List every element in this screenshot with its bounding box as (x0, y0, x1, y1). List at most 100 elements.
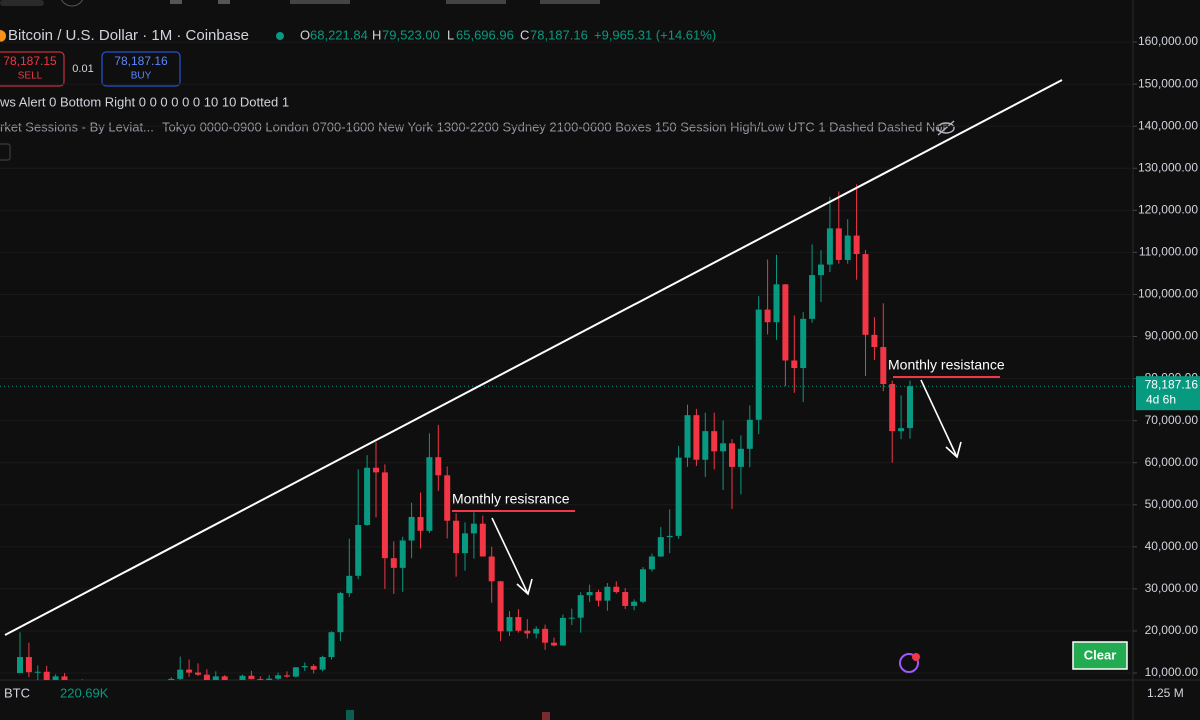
toolbar-button[interactable] (0, 0, 44, 6)
candle-body (497, 581, 504, 632)
candle-body (524, 630, 531, 634)
candle-body (675, 457, 682, 536)
y-tick-label: 90,000.00 (1145, 329, 1199, 343)
annotation-text[interactable]: Monthly resistance (888, 357, 1005, 373)
symbol-icon (0, 30, 6, 42)
toolbar-icon[interactable] (170, 0, 182, 4)
clear-button-box[interactable] (1072, 641, 1128, 670)
buy-button-box[interactable] (101, 51, 181, 87)
candle-body (444, 475, 451, 521)
candle-body (764, 309, 771, 323)
market-status-dot (276, 32, 284, 40)
candle-body (408, 516, 415, 541)
candle-body (195, 672, 201, 675)
candle-body (479, 523, 486, 557)
candle-body (542, 628, 549, 643)
candle-body (275, 675, 282, 679)
candle-body (310, 666, 317, 670)
ohlc-label: O (300, 27, 310, 42)
hide-indicator-icon[interactable] (937, 120, 955, 136)
candle-body (292, 667, 299, 677)
indicator-news-alert[interactable]: ws Alert 0 Bottom Right 0 0 0 0 0 0 10 1… (0, 94, 289, 109)
y-tick-label: 120,000.00 (1138, 202, 1198, 216)
y-tick-label: 160,000.00 (1138, 34, 1198, 48)
toolbar-button[interactable] (290, 0, 350, 4)
candle-body (453, 520, 460, 554)
candle-body (284, 675, 290, 677)
candle-body (417, 516, 424, 531)
candle-body (782, 284, 789, 361)
candle-body (773, 284, 780, 323)
candle-body (604, 586, 611, 601)
toolbar-icon[interactable] (60, 0, 84, 7)
candle-body (399, 540, 406, 568)
trend-line[interactable] (4, 79, 1063, 636)
buy-button[interactable]: 78,187.16 BUY (101, 51, 181, 87)
candle-body (426, 457, 433, 531)
ohlc-value: 78,187.16 (530, 27, 588, 42)
sell-price[interactable]: 78,187.15 (3, 54, 57, 68)
eye-slash[interactable] (937, 120, 955, 136)
arrow-shaft[interactable] (920, 379, 958, 458)
toolbar-button[interactable] (446, 0, 506, 4)
annotation-text[interactable]: Monthly resisrance (452, 491, 570, 507)
y-tick-label: 100,000.00 (1138, 287, 1198, 301)
candle-body (889, 384, 896, 432)
clear-button[interactable]: Clear (1072, 641, 1128, 670)
drawings: Monthly resisrance Monthly resistance (4, 79, 1063, 636)
candle-body (586, 592, 593, 596)
y-tick-label: 40,000.00 (1145, 539, 1199, 553)
arrow-head[interactable] (945, 441, 962, 459)
candle-body (52, 676, 59, 680)
candle-body (17, 657, 23, 674)
candle-body (168, 678, 175, 680)
candle-body (631, 601, 638, 606)
candle-body (737, 448, 744, 467)
y-tick-label: 70,000.00 (1145, 413, 1199, 427)
candle-body (435, 457, 442, 476)
clear-button-label[interactable]: Clear (1084, 647, 1117, 662)
candle-body (880, 347, 887, 385)
volume-value: 220.69K (60, 685, 109, 700)
assistant-icon-badge[interactable] (912, 653, 920, 661)
candle-body (853, 235, 860, 255)
volume-bar-partial (542, 712, 550, 720)
candle-body (248, 675, 255, 680)
candle-body (177, 669, 184, 679)
candle-body (862, 254, 869, 335)
indicator-sessions-name[interactable]: rket Sessions - By Leviat... (0, 119, 154, 134)
ohlc-value: 68,221.84 (310, 27, 368, 42)
candle-body (568, 617, 575, 619)
candle-body (373, 467, 379, 473)
arrow-head[interactable] (516, 578, 533, 596)
candle-body (640, 569, 646, 602)
sell-label[interactable]: SELL (18, 71, 43, 82)
candle-body (462, 533, 468, 554)
assistant-icon[interactable] (899, 653, 920, 673)
candle-body (657, 537, 664, 557)
candle-body (702, 431, 709, 460)
eye-icon[interactable] (937, 122, 955, 134)
symbol-title[interactable]: Bitcoin / U.S. Dollar · 1M · Coinbase (8, 27, 249, 44)
buy-label[interactable]: BUY (131, 71, 152, 82)
toolbar-button[interactable] (540, 0, 600, 4)
candle-body (826, 228, 833, 265)
toolbar-icon[interactable] (218, 0, 230, 4)
sell-button[interactable]: 78,187.15 SELL (0, 51, 65, 87)
candle-body (648, 556, 655, 570)
candle-body (390, 558, 397, 568)
candle-body (355, 524, 362, 576)
ohlc-label: H (372, 27, 381, 42)
order-quantity[interactable]: 0.01 (72, 63, 93, 75)
arrow-shaft[interactable] (491, 517, 529, 595)
candle-body (729, 443, 735, 467)
candle-body (221, 676, 228, 680)
candle-body (711, 431, 718, 452)
assistant-icon-ring[interactable] (899, 653, 919, 673)
collapse-legend-button[interactable] (0, 143, 11, 161)
sell-button-box[interactable] (0, 51, 65, 87)
candles (0, 184, 1133, 680)
candle-body (61, 676, 68, 680)
candle-body (577, 595, 584, 618)
buy-price[interactable]: 78,187.16 (114, 54, 168, 68)
